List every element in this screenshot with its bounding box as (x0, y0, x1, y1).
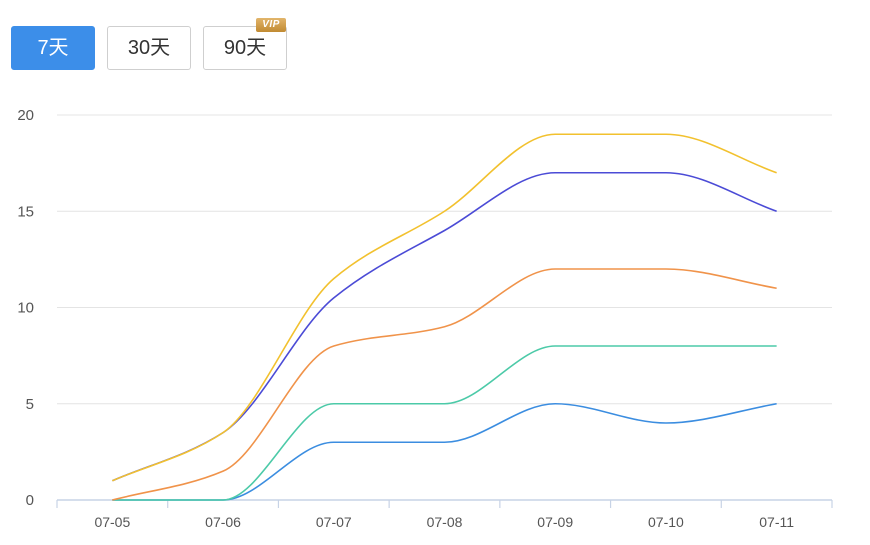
x-tick-label: 07-06 (205, 514, 241, 530)
series-line-4 (112, 345, 777, 501)
x-tick-label: 07-10 (648, 514, 684, 530)
tab-90-days[interactable]: 90天 VIP (203, 18, 287, 70)
range-tabs: 7天 30天 90天 VIP (11, 18, 287, 70)
x-tick-label: 07-07 (316, 514, 352, 530)
tab-7-days[interactable]: 7天 (11, 26, 95, 70)
y-tick-label: 15 (17, 203, 34, 220)
y-tick-label: 10 (17, 300, 34, 317)
tab-30-days[interactable]: 30天 (107, 26, 191, 70)
tab-30-days-label: 30天 (127, 37, 171, 59)
tab-7-days-label: 7天 (37, 37, 69, 59)
x-tick-label: 07-09 (537, 514, 573, 530)
x-tick-label: 07-08 (427, 514, 463, 530)
x-tick-label: 07-11 (759, 514, 794, 530)
series-line-3 (112, 268, 777, 501)
x-tick-label: 07-05 (94, 514, 130, 530)
series-line-1 (112, 133, 777, 482)
y-tick-label: 20 (17, 107, 34, 124)
series-line-5 (112, 402, 777, 501)
vip-badge: VIP (256, 18, 286, 32)
y-tick-label: 5 (26, 396, 34, 413)
y-tick-label: 0 (26, 492, 34, 509)
tab-90-days-label: 90天 (223, 37, 267, 59)
